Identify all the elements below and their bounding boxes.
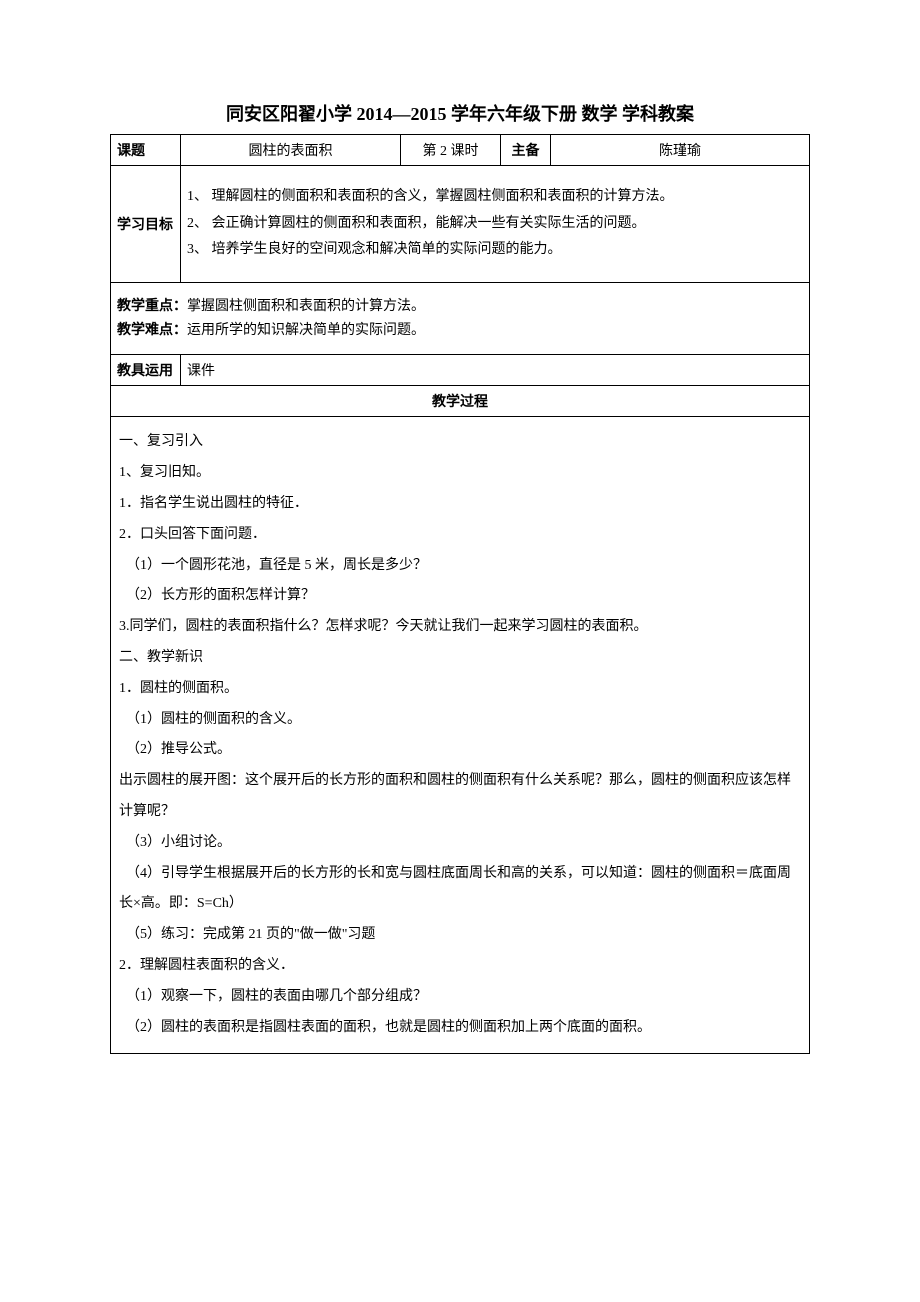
objective-item: 3、 培养学生良好的空间观念和解决简单的实际问题的能力。 (187, 237, 803, 264)
page-title: 同安区阳翟小学 2014—2015 学年六年级下册 数学 学科教案 (110, 100, 810, 126)
process-line: （4）引导学生根据展开后的长方形的长和宽与圆柱底面周长和高的关系，可以知道：圆柱… (119, 859, 801, 921)
process-line: （5）练习：完成第 21 页的"做一做"习题 (119, 920, 801, 951)
objectives-row: 学习目标 1、 理解圆柱的侧面积和表面积的含义，掌握圆柱侧面积和表面积的计算方法… (111, 166, 810, 283)
process-line: 1、复习旧知。 (119, 458, 801, 489)
tools-row: 教具运用 课件 (111, 355, 810, 386)
tools-label: 教具运用 (111, 355, 181, 386)
process-line: （2）推导公式。 (119, 735, 801, 766)
process-line: 出示圆柱的展开图：这个展开后的长方形的面积和圆柱的侧面积有什么关系呢？那么，圆柱… (119, 766, 801, 828)
topic-value: 圆柱的表面积 (181, 135, 401, 166)
process-line: （1）一个圆形花池，直径是 5 米，周长是多少？ (119, 551, 801, 582)
preparer-label: 主备 (501, 135, 551, 166)
objectives-label: 学习目标 (111, 166, 181, 283)
process-line: （2）长方形的面积怎样计算？ (119, 581, 801, 612)
diff-label: 教学难点： (117, 323, 187, 338)
process-content-row: 一、复习引入 1、复习旧知。 1．指名学生说出圆柱的特征． 2．口头回答下面问题… (111, 417, 810, 1054)
topic-label: 课题 (111, 135, 181, 166)
process-line: 2．理解圆柱表面积的含义． (119, 951, 801, 982)
process-label: 教学过程 (111, 386, 810, 417)
header-row: 课题 圆柱的表面积 第 2 课时 主备 陈瑾瑜 (111, 135, 810, 166)
key-point: 教学重点：掌握圆柱侧面积和表面积的计算方法。 (117, 295, 803, 319)
process-header-row: 教学过程 (111, 386, 810, 417)
process-line: 1．指名学生说出圆柱的特征． (119, 489, 801, 520)
process-line: （1）圆柱的侧面积的含义。 (119, 705, 801, 736)
difficulty-point: 教学难点：运用所学的知识解决简单的实际问题。 (117, 319, 803, 343)
key-label: 教学重点： (117, 299, 187, 314)
process-line: 二、教学新识 (119, 643, 801, 674)
preparer-value: 陈瑾瑜 (551, 135, 810, 166)
focus-content: 教学重点：掌握圆柱侧面积和表面积的计算方法。 教学难点：运用所学的知识解决简单的… (111, 282, 810, 355)
tools-value: 课件 (181, 355, 810, 386)
objective-item: 1、 理解圆柱的侧面积和表面积的含义，掌握圆柱侧面积和表面积的计算方法。 (187, 184, 803, 211)
process-line: 2．口头回答下面问题． (119, 520, 801, 551)
focus-row: 教学重点：掌握圆柱侧面积和表面积的计算方法。 教学难点：运用所学的知识解决简单的… (111, 282, 810, 355)
lesson-plan-table: 课题 圆柱的表面积 第 2 课时 主备 陈瑾瑜 学习目标 1、 理解圆柱的侧面积… (110, 134, 810, 1054)
process-content: 一、复习引入 1、复习旧知。 1．指名学生说出圆柱的特征． 2．口头回答下面问题… (111, 417, 810, 1054)
process-line: （3）小组讨论。 (119, 828, 801, 859)
process-line: （2）圆柱的表面积是指圆柱表面的面积，也就是圆柱的侧面积加上两个底面的面积。 (119, 1013, 801, 1044)
process-line: 一、复习引入 (119, 427, 801, 458)
objectives-content: 1、 理解圆柱的侧面积和表面积的含义，掌握圆柱侧面积和表面积的计算方法。 2、 … (181, 166, 810, 283)
diff-text: 运用所学的知识解决简单的实际问题。 (187, 323, 425, 338)
key-text: 掌握圆柱侧面积和表面积的计算方法。 (187, 299, 425, 314)
period-value: 第 2 课时 (401, 135, 501, 166)
process-line: 1．圆柱的侧面积。 (119, 674, 801, 705)
process-line: 3.同学们，圆柱的表面积指什么？怎样求呢？今天就让我们一起来学习圆柱的表面积。 (119, 612, 801, 643)
objective-item: 2、 会正确计算圆柱的侧面积和表面积，能解决一些有关实际生活的问题。 (187, 211, 803, 238)
process-line: （1）观察一下，圆柱的表面由哪几个部分组成？ (119, 982, 801, 1013)
